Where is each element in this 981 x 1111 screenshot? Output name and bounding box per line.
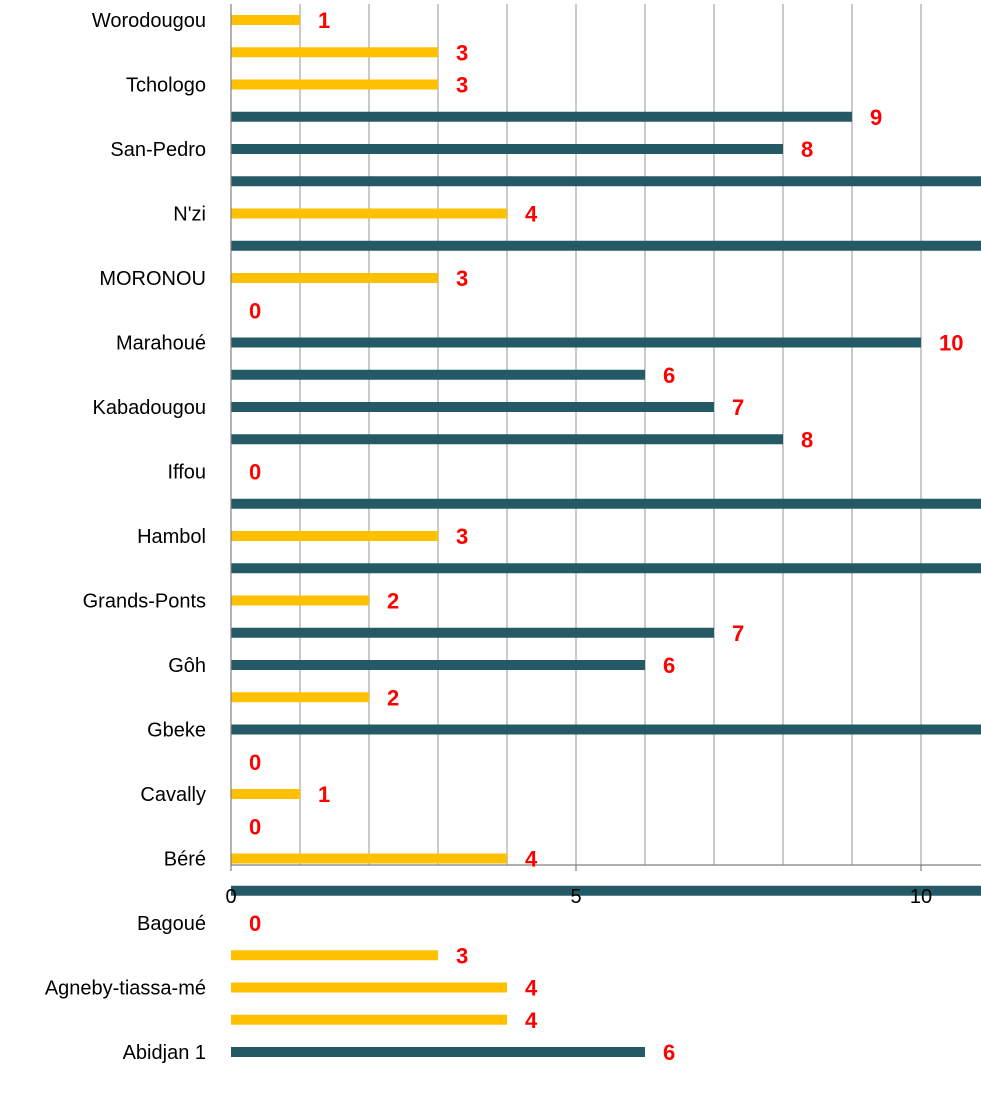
data-label: 3 bbox=[456, 40, 468, 65]
bar bbox=[231, 950, 438, 961]
data-label: 0 bbox=[249, 911, 261, 936]
category-label: MORONOU bbox=[99, 268, 206, 290]
category-label: Cavally bbox=[140, 784, 206, 806]
bar bbox=[231, 176, 981, 187]
bar bbox=[231, 853, 507, 864]
bar bbox=[231, 273, 438, 283]
label-layer: 1339843010678032762010403446WorodougouTc… bbox=[45, 8, 964, 1065]
category-label: Hambol bbox=[137, 526, 206, 548]
bar bbox=[231, 660, 645, 670]
data-label: 8 bbox=[801, 427, 813, 452]
bar bbox=[231, 111, 852, 122]
bar bbox=[231, 627, 714, 638]
bar bbox=[231, 789, 300, 799]
data-label: 3 bbox=[456, 73, 468, 98]
category-label: Marahoué bbox=[116, 333, 206, 355]
bar bbox=[231, 208, 507, 219]
data-label: 0 bbox=[249, 460, 261, 485]
bar bbox=[231, 982, 507, 993]
bar bbox=[231, 724, 981, 735]
data-label: 8 bbox=[801, 137, 813, 162]
bar bbox=[231, 369, 645, 380]
data-label: 4 bbox=[525, 976, 538, 1001]
bar bbox=[231, 434, 783, 445]
bar bbox=[231, 595, 369, 606]
category-label: Kabadougou bbox=[93, 397, 206, 419]
category-label: Grands-Ponts bbox=[83, 591, 206, 613]
category-label: N'zi bbox=[173, 204, 206, 226]
data-label: 3 bbox=[456, 943, 468, 968]
category-label: Tchologo bbox=[126, 75, 206, 97]
bar bbox=[231, 498, 981, 509]
category-label: Gôh bbox=[168, 655, 206, 677]
bar bbox=[231, 885, 981, 896]
bar bbox=[231, 15, 300, 25]
data-label: 0 bbox=[249, 298, 261, 323]
bar bbox=[231, 79, 438, 90]
category-label: San-Pedro bbox=[110, 139, 206, 161]
data-label: 2 bbox=[387, 589, 399, 614]
data-label: 1 bbox=[318, 8, 330, 33]
axis-layer: 0 5 10 bbox=[225, 4, 981, 908]
data-label: 0 bbox=[249, 750, 261, 775]
category-label: Worodougou bbox=[92, 10, 206, 32]
bar bbox=[231, 337, 921, 348]
data-label: 1 bbox=[318, 782, 330, 807]
data-label: 6 bbox=[663, 1040, 675, 1065]
category-label: Bagoué bbox=[137, 913, 206, 935]
data-label: 9 bbox=[870, 105, 882, 130]
data-label: 3 bbox=[456, 266, 468, 291]
data-label: 7 bbox=[732, 621, 744, 646]
data-label: 3 bbox=[456, 524, 468, 549]
data-label: 0 bbox=[249, 814, 261, 839]
data-label: 4 bbox=[525, 1008, 538, 1033]
bar-layer bbox=[231, 15, 981, 1057]
data-label: 10 bbox=[939, 331, 963, 356]
data-label: 2 bbox=[387, 685, 399, 710]
bar bbox=[231, 692, 369, 703]
data-label: 6 bbox=[663, 653, 675, 678]
category-label: Gbeke bbox=[147, 720, 206, 742]
category-label: Abidjan 1 bbox=[123, 1042, 206, 1064]
data-label: 7 bbox=[732, 395, 744, 420]
bar bbox=[231, 531, 438, 541]
bar bbox=[231, 144, 783, 154]
category-label: Béré bbox=[164, 849, 206, 871]
data-label: 4 bbox=[525, 202, 538, 227]
bar bbox=[231, 402, 714, 412]
category-label: Iffou bbox=[167, 462, 206, 484]
bar bbox=[231, 240, 981, 251]
data-label: 6 bbox=[663, 363, 675, 388]
bar bbox=[231, 1047, 645, 1057]
category-label: Agneby-tiassa-mé bbox=[45, 978, 206, 1000]
bar bbox=[231, 1014, 507, 1025]
bar bbox=[231, 47, 438, 58]
data-label: 4 bbox=[525, 847, 538, 872]
bar bbox=[231, 563, 981, 574]
x-tick-label: 0 bbox=[225, 886, 236, 908]
x-tick-label: 5 bbox=[570, 886, 581, 908]
x-tick-label: 10 bbox=[910, 886, 932, 908]
